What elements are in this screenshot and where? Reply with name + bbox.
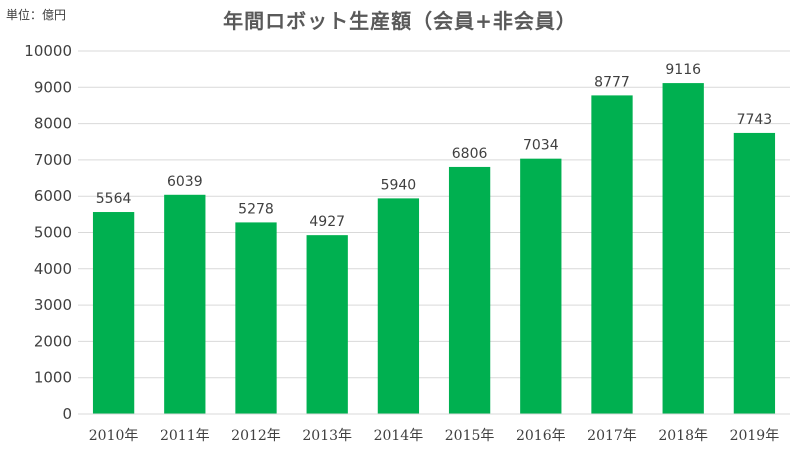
y-tick-label: 8000 [34,115,72,133]
data-label: 6806 [452,146,488,162]
data-label: 8777 [594,74,630,90]
x-tick-label: 2016年 [516,428,566,444]
bar [733,132,776,415]
data-labels: 5564 6039 5278 4927 5940 6806 7034 8777 9116 7743 [96,62,772,230]
bars [92,83,776,415]
y-tick-label: 2000 [34,332,72,350]
bar [306,235,348,414]
data-label: 5940 [381,177,417,193]
x-tick-label: 2012年 [231,428,281,444]
x-tick-label: 2011年 [160,428,210,444]
y-tick-label: 10000 [24,42,72,60]
x-axis-ticks: 2010年 2011年 2012年 2013年 2014年 2015年 2016年 2017年… [89,428,779,444]
y-tick-label: 3000 [34,296,72,314]
y-tick-label: 1000 [34,369,72,387]
y-tick-label: 4000 [34,260,72,278]
data-label: 4927 [309,214,345,230]
bar [662,83,704,414]
bar [591,95,633,414]
unit-label: 単位：億円 [6,8,67,22]
data-label: 5278 [238,201,274,217]
data-label: 9116 [665,62,701,78]
x-tick-label: 2017年 [587,428,637,444]
x-tick-label: 2019年 [730,428,780,444]
y-tick-label: 9000 [34,78,72,96]
x-tick-label: 2013年 [302,428,352,444]
y-tick-label: 7000 [34,151,72,169]
data-label: 7034 [523,138,559,154]
y-tick-label: 0 [62,405,72,423]
x-tick-label: 2015年 [445,428,495,444]
bar [164,194,206,414]
bar [92,212,135,414]
bar [520,158,562,414]
data-label: 6039 [167,174,203,190]
x-tick-label: 2010年 [89,428,139,444]
chart-title: 年間ロボット生産額（会員+非会員） [223,9,577,33]
data-label: 5564 [96,191,132,207]
x-tick-label: 2018年 [658,428,708,444]
y-axis-ticks: 0 1000 2000 3000 4000 5000 6000 7000 8000 9000 100… [24,42,72,423]
bar [235,222,277,414]
data-label: 7743 [737,112,773,128]
x-tick-label: 2014年 [374,428,424,444]
y-tick-label: 5000 [34,224,72,242]
y-tick-label: 6000 [34,187,72,205]
bar [377,198,420,414]
bar [448,166,491,414]
